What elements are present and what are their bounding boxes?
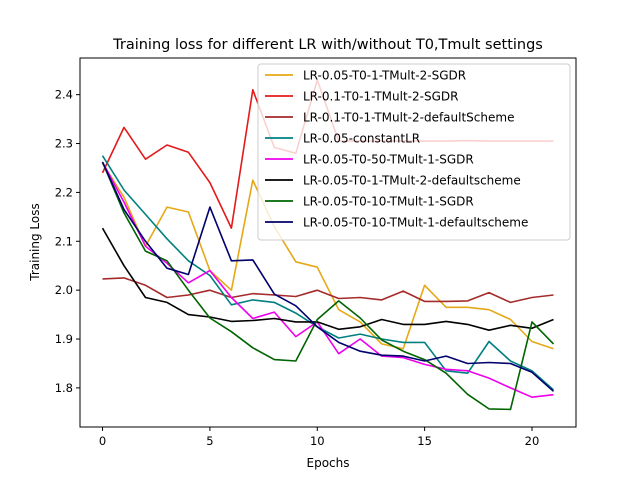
series-line-6: [101, 227, 554, 332]
x-tick-label: 20: [525, 434, 540, 448]
legend-label: LR-0.1-T0-1-TMult-2-defaultScheme: [303, 111, 514, 125]
legend: LR-0.05-T0-1-TMult-2-SGDR LR-0.1-T0-1-TMu…: [257, 63, 571, 241]
series-line-3: [102, 277, 554, 304]
axes-frame: [79, 57, 577, 428]
y-tick-label: 2.1: [55, 234, 73, 248]
y-tick-label: 1.9: [55, 332, 73, 346]
y-tick-label: 2.4: [55, 88, 73, 102]
series-line-5: [101, 161, 554, 399]
legend-box: [257, 63, 571, 241]
legend-label: LR-0.05-T0-50-TMult-1-SGDR: [303, 153, 474, 167]
y-axis: 1.8 1.9 2.0 2.1 2.2 2.3 2.4: [55, 88, 80, 395]
series-line-1: [101, 162, 554, 350]
series-line-8: [101, 161, 555, 392]
series-line-7: [101, 161, 555, 411]
series-lines: [101, 79, 555, 411]
x-tick-label: 10: [310, 434, 325, 448]
x-axis: 0 5 10 15 20: [99, 427, 539, 448]
legend-label: LR-0.05-T0-1-TMult-2-SGDR: [303, 69, 466, 83]
x-tick-label: 0: [99, 434, 106, 448]
y-tick-label: 1.8: [55, 381, 73, 395]
plot-area: [79, 57, 577, 428]
legend-label: LR-0.05-T0-1-TMult-2-defaultscheme: [303, 174, 521, 188]
y-tick-label: 2.3: [55, 137, 73, 151]
x-axis-label: Epochs: [307, 456, 350, 470]
y-axis-label: Training Loss: [28, 203, 42, 281]
legend-label: LR-0.1-T0-1-TMult-2-SGDR: [303, 90, 458, 104]
y-tick-label: 2.2: [55, 185, 73, 199]
x-tick-label: 5: [206, 434, 213, 448]
y-tick-label: 2.0: [55, 283, 73, 297]
x-tick-label: 15: [417, 434, 432, 448]
legend-label: LR-0.05-constantLR: [303, 132, 420, 146]
legend-label: LR-0.05-T0-10-TMult-1-defaultscheme: [303, 216, 528, 230]
legend-label: LR-0.05-T0-10-TMult-1-SGDR: [303, 195, 474, 209]
chart-title: Training loss for different LR with/with…: [112, 37, 543, 53]
series-line-4: [101, 155, 555, 391]
